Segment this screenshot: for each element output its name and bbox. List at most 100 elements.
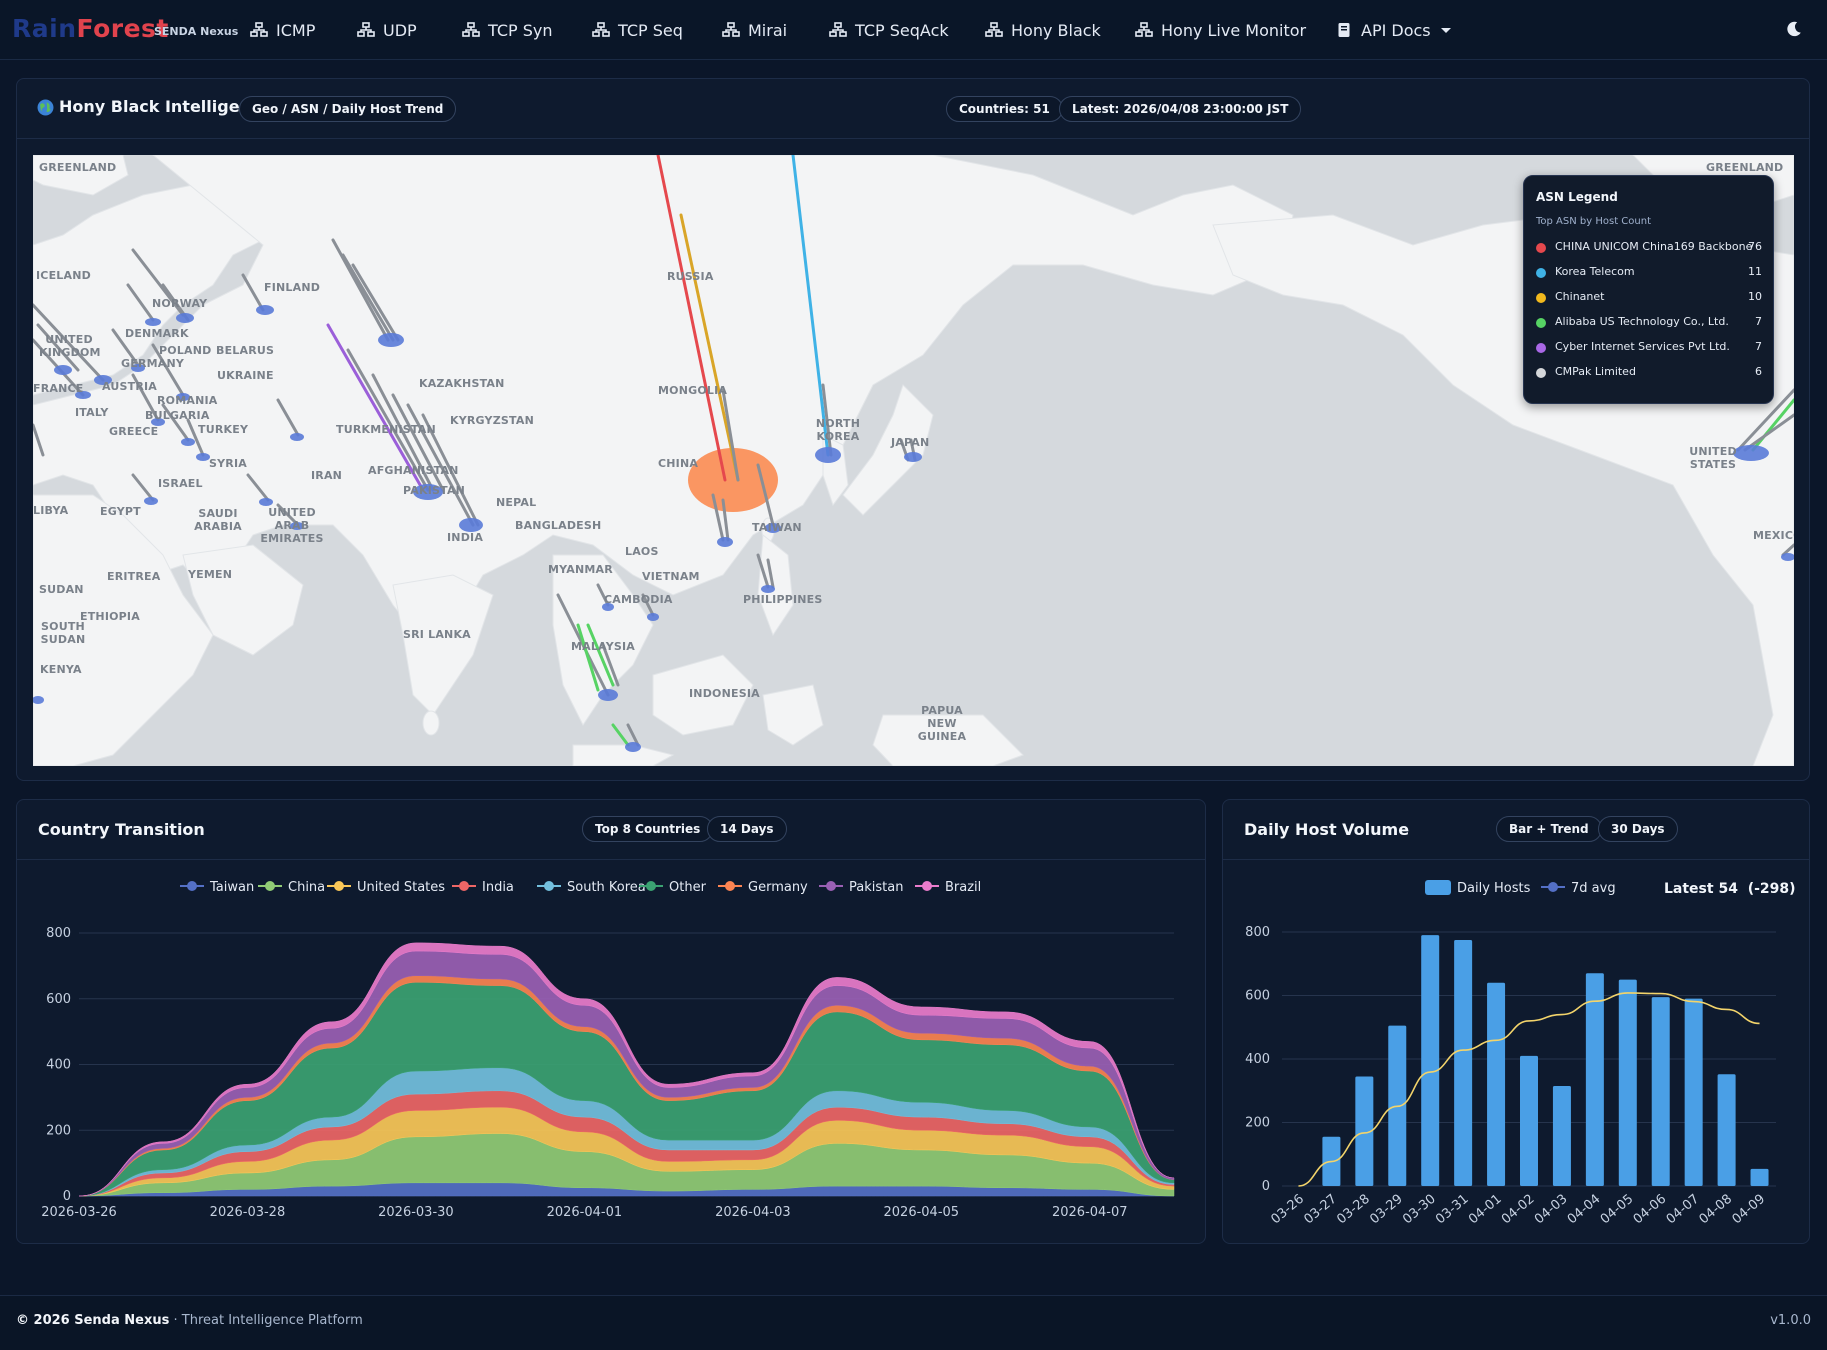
y-tick-label: 400 [1245,1052,1270,1067]
trend-line[interactable] [1298,992,1760,1187]
x-tick-label: 03-26 [1268,1192,1307,1228]
legend-swatch [1536,368,1546,378]
nav-item-hony-black[interactable]: Hony Black [985,19,1101,41]
map-label-saudi-arabia: SAUDI ARABIA [194,507,242,533]
map-label-ethiopia: ETHIOPIA [80,610,140,623]
x-tick-label: 04-08 [1697,1192,1736,1228]
map-label-norway: NORWAY [152,297,208,310]
brand-subtitle: SENDA Nexus [154,25,239,38]
bar[interactable] [1717,1074,1736,1186]
moon-icon[interactable] [1785,20,1803,38]
y-tick-label: 600 [46,992,71,1007]
x-tick-label: 03-29 [1367,1192,1406,1228]
legend-marker [459,881,469,891]
bar[interactable] [1520,1055,1538,1186]
bar[interactable] [1618,979,1637,1186]
days-14-pill[interactable]: 14 Days [707,816,787,842]
legend-item-taiwan[interactable]: Taiwan [180,880,254,895]
legend-item-7d-avg[interactable]: 7d avg [1541,881,1616,896]
asn-legend-item[interactable]: CMPak Limited 6 [1536,364,1762,382]
nav-item-tcp-syn[interactable]: TCP Syn [462,19,553,41]
nav-item-tcp-seqack[interactable]: TCP SeqAck [829,19,949,41]
bar[interactable] [1651,997,1670,1186]
brand-logo[interactable]: RainForest [12,14,169,43]
map-label-vietnam: VIETNAM [642,570,700,583]
x-tick-label: 2026-04-03 [715,1205,791,1220]
nav-api-docs[interactable]: API Docs [1335,19,1451,41]
map-label-poland: POLAND [159,344,212,357]
nav-item-tcp-seq[interactable]: TCP Seq [592,19,683,41]
bar[interactable] [1552,1085,1571,1186]
nav-item-label: UDP [383,20,417,40]
legend-swatch [1536,243,1546,253]
x-tick-label: 04-04 [1565,1192,1604,1228]
legend-item-india[interactable]: India [452,880,514,895]
nav-item-label: ICMP [276,20,316,40]
y-tick-label: 200 [1245,1116,1270,1131]
footer-tagline: · Threat Intelligence Platform [173,1313,363,1328]
country-transition-card: Country Transition Top 8 Countries 14 Da… [16,799,1206,1244]
y-tick-label: 400 [46,1058,71,1073]
y-tick-label: 0 [1262,1179,1270,1194]
footer-copyright-text: © 2026 Senda Nexus [16,1313,170,1328]
bar[interactable] [1355,1076,1374,1186]
legend-item-germany[interactable]: Germany [718,880,808,895]
daily-host-volume-chart[interactable]: 0 200 400 600 800 03-2603-2703-2803-2903-3003… [1223,860,1811,1245]
nav-item-udp[interactable]: UDP [357,19,417,41]
legend-marker [922,881,932,891]
nav-item-icmp[interactable]: ICMP [250,19,315,41]
nav-item-label: TCP Syn [488,20,553,40]
bar[interactable] [1750,1168,1769,1186]
legend-swatch [1425,880,1451,895]
asn-count: 11 [1748,265,1762,278]
nav-api-docs-label: API Docs [1361,20,1431,40]
legend-swatch [1536,268,1546,278]
area-series-brazil[interactable] [78,942,1175,1197]
legend-marker [826,881,836,891]
nav-item-hony-live-monitor[interactable]: Hony Live Monitor [1135,19,1306,41]
map-label-papua-new-guinea: PAPUA NEW GUINEA [917,704,967,743]
x-tick-label: 04-06 [1631,1192,1670,1228]
legend-item-china[interactable]: China [258,880,325,895]
bar-trend-pill[interactable]: Bar + Trend [1496,816,1602,842]
asn-legend-item[interactable]: Alibaba US Technology Co., Ltd. 7 [1536,314,1762,332]
asn-legend-item[interactable]: Chinanet 10 [1536,289,1762,307]
legend-label: Brazil [945,880,981,895]
map-label-china: CHINA [658,457,699,470]
x-tick-label: 2026-03-28 [210,1205,286,1220]
nav-item-mirai[interactable]: Mirai [722,19,787,41]
asn-legend-item[interactable]: Korea Telecom 11 [1536,264,1762,282]
legend-item-pakistan[interactable]: Pakistan [819,880,903,895]
days-30-pill[interactable]: 30 Days [1598,816,1678,842]
legend-item-daily-hosts[interactable]: Daily Hosts [1425,880,1531,896]
intel-card-header: Hony Black Intelligence Geo / ASN / Dail… [17,79,1809,139]
map-label-greenland: GREENLAND [1706,161,1784,174]
nav-item-label: Hony Live Monitor [1161,20,1307,40]
legend-item-brazil[interactable]: Brazil [915,880,981,895]
network-icon [357,22,375,37]
daily-host-volume-card: Daily Host Volume Bar + Trend 30 Days La… [1222,799,1810,1244]
legend-item-united-states[interactable]: United States [327,880,445,895]
bar[interactable] [1421,935,1440,1186]
map-label-united-states: UNITED STATES [1689,445,1737,471]
asn-name: Cyber Internet Services Pvt Ltd. [1555,340,1730,353]
footer-copyright: © 2026 Senda Nexus · Threat Intelligence… [16,1313,363,1328]
bar[interactable] [1487,982,1506,1186]
asn-legend-item[interactable]: Cyber Internet Services Pvt Ltd. 7 [1536,339,1762,357]
asn-name: CHINA UNICOM China169 Backbone [1555,240,1753,253]
map-label-united-arab-emirates: UNITED ARAB EMIRATES [260,506,324,545]
asn-name: CMPak Limited [1555,365,1636,378]
bar[interactable] [1585,973,1604,1186]
map-label-turkmenistan: TURKMENISTAN [336,423,436,436]
asn-legend-panel: ASN Legend Top ASN by Host Count CHINA U… [1523,175,1774,404]
legend-item-other[interactable]: Other [639,880,707,895]
legend-label: South Korea [567,880,646,895]
asn-legend-item[interactable]: CHINA UNICOM China169 Backbone 76 [1536,239,1762,257]
legend-item-south-korea[interactable]: South Korea [537,880,646,895]
map-label-nepal: NEPAL [496,496,537,509]
bar[interactable] [1454,939,1473,1186]
x-tick-label: 2026-04-05 [884,1205,960,1220]
top-countries-pill[interactable]: Top 8 Countries [582,816,714,842]
country-transition-chart[interactable]: 0 200 400 600 800 2026-03-26 2026-03-28 2026-03… [17,860,1207,1245]
bar[interactable] [1684,998,1703,1186]
